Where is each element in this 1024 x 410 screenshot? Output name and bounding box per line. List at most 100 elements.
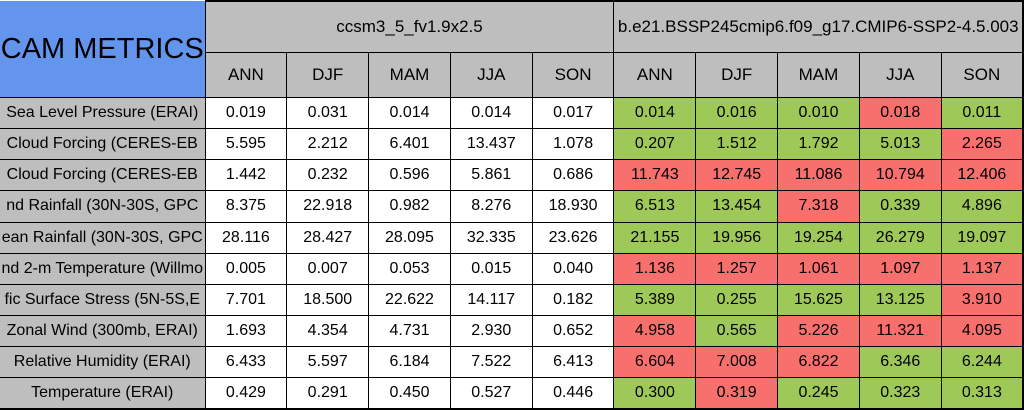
metric-value-cell-model2: 21.155: [613, 221, 697, 254]
metric-value-cell-model1: 2.930: [449, 314, 533, 348]
metric-value-cell-model2: 6.513: [613, 190, 697, 223]
metric-value-cell-model2: 2.265: [940, 128, 1024, 161]
metric-value-cell-model1: 0.053: [368, 252, 451, 285]
metric-value-cell-model2: 1.136: [613, 252, 697, 285]
metric-value-cell-model1: 5.595: [204, 128, 288, 161]
metric-value-cell-model1: 8.375: [204, 190, 288, 223]
metric-value-cell-model2: 15.625: [777, 283, 860, 316]
metric-value-cell-model1: 0.015: [449, 252, 533, 285]
metric-value-cell-model1: 0.014: [368, 96, 451, 130]
metric-value-cell-model1: 32.335: [449, 221, 533, 254]
metric-value-cell-model1: 0.232: [286, 159, 370, 192]
metric-value-cell-model1: 14.117: [449, 283, 533, 316]
metric-value-cell-model2: 0.313: [940, 377, 1024, 410]
metric-value-cell-model2: 0.207: [613, 128, 697, 161]
metric-value-cell-model1: 5.597: [286, 346, 370, 379]
metric-value-cell-model1: 2.212: [286, 128, 370, 161]
metric-value-cell-model1: 0.040: [531, 252, 615, 285]
metric-value-cell-model1: 22.622: [368, 283, 451, 316]
metric-value-cell-model2: 0.011: [940, 96, 1024, 130]
metric-value-cell-model1: 0.014: [449, 96, 533, 130]
model-group-header-2: b.e21.BSSP245cmip6.f09_g17.CMIP6-SSP2-4.…: [613, 0, 1024, 53]
metric-value-cell-model1: 6.433: [204, 346, 288, 379]
metric-value-cell-model2: 1.512: [695, 128, 779, 161]
metric-row: Cloud Forcing (CERES-EB 1.442 0.232 0.596 5.…: [0, 159, 1024, 192]
metric-row-label: Zonal Wind (300mb, ERAI): [0, 314, 206, 348]
metric-value-cell-model1: 7.522: [449, 346, 533, 379]
metric-row: Zonal Wind (300mb, ERAI) 1.693 4.354 4.731 2…: [0, 314, 1024, 348]
metric-value-cell-model2: 13.454: [695, 190, 779, 223]
metric-value-cell-model1: 1.693: [204, 314, 288, 348]
metric-row-label: Cloud Forcing (CERES-EB: [0, 159, 206, 192]
metric-value-cell-model1: 6.413: [531, 346, 615, 379]
metric-value-cell-model2: 1.097: [858, 252, 942, 285]
metric-value-cell-model2: 0.300: [613, 377, 697, 410]
metric-value-cell-model2: 19.254: [777, 221, 860, 254]
metric-row-label: Relative Humidity (ERAI): [0, 346, 206, 379]
metric-row: Relative Humidity (ERAI) 6.433 5.597 6.184 7…: [0, 346, 1024, 379]
metric-value-cell-model1: 0.446: [531, 377, 615, 410]
metric-value-cell-model1: 18.500: [286, 283, 370, 316]
metric-value-cell-model1: 0.429: [204, 377, 288, 410]
metric-value-cell-model1: 0.686: [531, 159, 615, 192]
metric-value-cell-model2: 4.896: [940, 190, 1024, 223]
model-header-row: CAM METRICS ccsm3_5_fv1.9x2.5 b.e21.BSSP…: [0, 0, 1024, 98]
metric-value-cell-model1: 22.918: [286, 190, 370, 223]
metric-value-cell-model1: 28.116: [204, 221, 288, 254]
metric-value-cell-model2: 19.956: [695, 221, 779, 254]
metric-value-cell-model2: 0.018: [858, 96, 942, 130]
metric-value-cell-model2: 0.010: [777, 96, 860, 130]
metric-row: fic Surface Stress (5N-5S,E 7.701 18.500 22…: [0, 283, 1024, 316]
metrics-tbody: Sea Level Pressure (ERAI) 0.019 0.031 0.014…: [0, 96, 1024, 410]
metric-value-cell-model1: 4.731: [368, 314, 451, 348]
season-header-son-1: SON: [531, 52, 615, 98]
season-header-ann-2: ANN: [613, 52, 697, 98]
metric-value-cell-model2: 6.346: [858, 346, 942, 379]
metric-value-cell-model1: 1.442: [204, 159, 288, 192]
metric-row-label: Temperature (ERAI): [0, 377, 206, 410]
table-header: CAM METRICS ccsm3_5_fv1.9x2.5 b.e21.BSSP…: [0, 0, 1024, 98]
season-header-ann-1: ANN: [204, 52, 288, 98]
metric-row-label: Sea Level Pressure (ERAI): [0, 96, 206, 130]
season-header-djf-2: DJF: [695, 52, 779, 98]
metric-value-cell-model2: 11.086: [777, 159, 860, 192]
metric-value-cell-model1: 0.182: [531, 283, 615, 316]
metric-value-cell-model2: 11.321: [858, 314, 942, 348]
metric-value-cell-model2: 7.318: [777, 190, 860, 223]
metric-value-cell-model1: 18.930: [531, 190, 615, 223]
metric-value-cell-model1: 4.354: [286, 314, 370, 348]
metric-row: Sea Level Pressure (ERAI) 0.019 0.031 0.014…: [0, 96, 1024, 130]
season-header-mam-1: MAM: [368, 52, 451, 98]
metric-value-cell-model2: 4.095: [940, 314, 1024, 348]
metric-row-label: nd 2-m Temperature (Willmo: [0, 252, 206, 285]
metric-value-cell-model1: 13.437: [449, 128, 533, 161]
season-header-djf-1: DJF: [286, 52, 370, 98]
metric-row: nd 2-m Temperature (Willmo 0.005 0.007 0.05…: [0, 252, 1024, 285]
metric-value-cell-model2: 5.389: [613, 283, 697, 316]
metric-value-cell-model2: 1.061: [777, 252, 860, 285]
metric-value-cell-model2: 5.226: [777, 314, 860, 348]
metric-row-label: ean Rainfall (30N-30S, GPC: [0, 221, 206, 254]
season-header-mam-2: MAM: [777, 52, 860, 98]
season-header-son-2: SON: [940, 52, 1024, 98]
metric-value-cell-model2: 0.339: [858, 190, 942, 223]
metric-value-cell-model2: 0.319: [695, 377, 779, 410]
metric-value-cell-model1: 0.017: [531, 96, 615, 130]
metric-value-cell-model1: 0.031: [286, 96, 370, 130]
metric-value-cell-model2: 10.794: [858, 159, 942, 192]
metric-value-cell-model1: 23.626: [531, 221, 615, 254]
metric-value-cell-model1: 0.450: [368, 377, 451, 410]
metric-value-cell-model2: 0.245: [777, 377, 860, 410]
metric-value-cell-model2: 0.255: [695, 283, 779, 316]
metric-row: Temperature (ERAI) 0.429 0.291 0.450 0.527 0.…: [0, 377, 1024, 410]
metric-value-cell-model2: 26.279: [858, 221, 942, 254]
metric-row-label: nd Rainfall (30N-30S, GPC: [0, 190, 206, 223]
metric-value-cell-model2: 5.013: [858, 128, 942, 161]
metric-value-cell-model1: 6.401: [368, 128, 451, 161]
metric-row-label: Cloud Forcing (CERES-EB: [0, 128, 206, 161]
metric-value-cell-model1: 28.427: [286, 221, 370, 254]
metric-value-cell-model1: 0.652: [531, 314, 615, 348]
metric-row: nd Rainfall (30N-30S, GPC 8.375 22.918 0.98…: [0, 190, 1024, 223]
season-header-row: ANN DJF MAM JJA SON ANN DJF MAM JJA SON: [0, 52, 1024, 98]
